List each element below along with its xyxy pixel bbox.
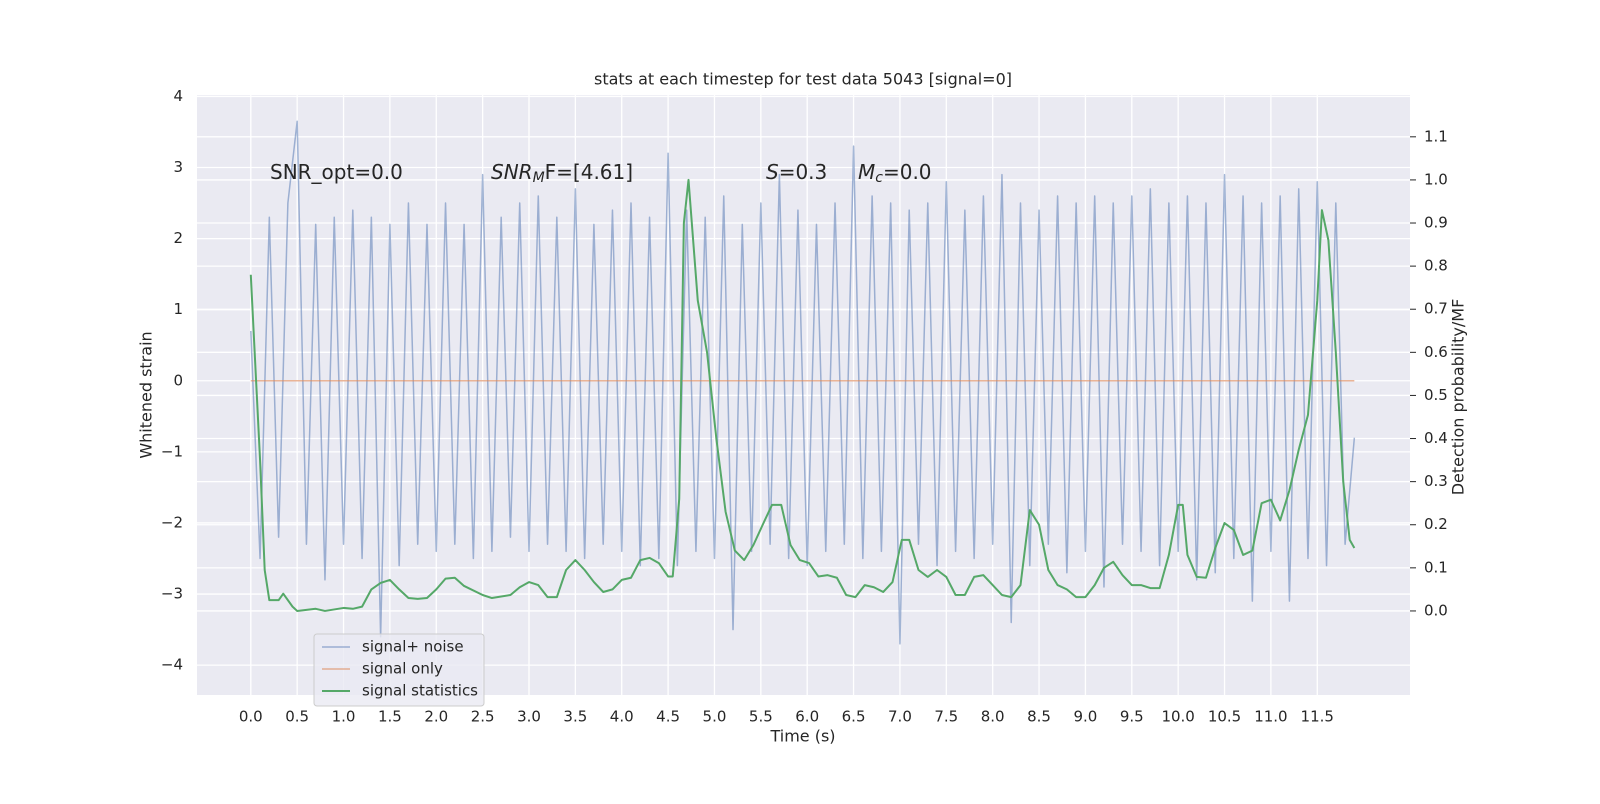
y2-tick-label: 0.4	[1424, 429, 1448, 447]
y2-tick-label: 0.3	[1424, 472, 1448, 490]
y2-tick-label: 1.1	[1424, 127, 1448, 145]
y2-tick-label: 0.2	[1424, 515, 1448, 533]
x-tick-label: 9.0	[1073, 708, 1097, 726]
annotation-symbol: M	[858, 160, 875, 184]
y2-tick-label: 0.5	[1424, 386, 1448, 404]
y2-tick-label: 0.1	[1424, 558, 1448, 576]
legend-label: signal only	[362, 660, 443, 678]
legend-box	[313, 633, 485, 707]
x-tick-label: 3.0	[517, 708, 541, 726]
y-tick-label: 3	[173, 158, 183, 176]
labels: 0.0 0.5 1.0 1.5 2.0 2.5 3.0 3.5 4.0 4.5 5.0 5.5 6.0 6…	[161, 87, 1448, 726]
x-tick-label: 8.5	[1027, 708, 1051, 726]
y-tick-label: −2	[161, 513, 183, 531]
y-tick-label: −4	[161, 656, 183, 674]
x-tick-label: 1.0	[332, 708, 356, 726]
y-tick-label: 0	[173, 371, 183, 389]
y2-tick-label: 0.7	[1424, 300, 1448, 318]
y2-axis-label: Detection probability/MF	[1449, 299, 1468, 496]
marks	[249, 120, 1356, 645]
x-tick-label: 2.5	[471, 708, 495, 726]
x-tick-label: 2.0	[424, 708, 448, 726]
x-tick-label: 4.0	[610, 708, 634, 726]
x-tick-label: 8.0	[981, 708, 1005, 726]
x-tick-label: 0.0	[239, 708, 263, 726]
annotation-text: SNR_opt=0.0	[270, 160, 403, 184]
legend: signal+ noise signal only signal statistic…	[313, 633, 485, 707]
x-axis-label: Time (s)	[769, 727, 835, 746]
annotation-text: F=[4.61]	[545, 160, 633, 184]
legend-label: signal statistics	[362, 682, 478, 700]
x-tick-label: 10.5	[1208, 708, 1241, 726]
x-tick-label: 3.5	[563, 708, 587, 726]
annotation: SNRMF=[4.61]	[491, 160, 633, 187]
annotation-text: =0.3	[779, 160, 828, 184]
annotation: S=0.3	[766, 160, 827, 184]
x-tick-label: 0.5	[285, 708, 309, 726]
legend-label: signal+ noise	[362, 638, 464, 656]
y-tick-label: 1	[173, 300, 183, 318]
y2-tick-label: 0.0	[1424, 601, 1448, 619]
x-tick-label: 11.5	[1301, 708, 1334, 726]
series-line	[250, 120, 1356, 645]
x-tick-label: 7.0	[888, 708, 912, 726]
y2-tick-label: 0.9	[1424, 214, 1448, 232]
x-tick-label: 7.5	[934, 708, 958, 726]
x-tick-label: 4.5	[656, 708, 680, 726]
x-tick-label: 5.0	[703, 708, 727, 726]
y-tick-label: 2	[173, 229, 183, 247]
chart-title: stats at each timestep for test data 504…	[594, 70, 1012, 89]
y-tick-label: −3	[161, 585, 183, 603]
x-tick-label: 1.5	[378, 708, 402, 726]
y-tick-label: 4	[173, 87, 183, 105]
annotation: Mc=0.0	[858, 160, 932, 187]
y-tick-label: −1	[161, 442, 183, 460]
series-line	[249, 178, 1356, 612]
annotation-symbol: S	[766, 160, 779, 184]
y2-tick-label: 1.0	[1424, 170, 1448, 188]
x-tick-label: 5.5	[749, 708, 773, 726]
annotation: SNR_opt=0.0	[270, 160, 403, 184]
annotation-text: =0.0	[883, 160, 932, 184]
x-tick-label: 9.5	[1120, 708, 1144, 726]
x-tick-label: 10.0	[1161, 708, 1194, 726]
x-tick-label: 6.5	[842, 708, 866, 726]
x-tick-label: 11.0	[1254, 708, 1287, 726]
y-axis-label: Whitened strain	[137, 331, 156, 458]
annotation-subscript: c	[875, 170, 883, 186]
y2-tick-label: 0.6	[1424, 343, 1448, 361]
annotation-symbol: SNR	[491, 160, 533, 184]
annotation-subscript: M	[533, 170, 545, 186]
y2-tick-label: 0.8	[1424, 257, 1448, 275]
x-tick-label: 6.0	[795, 708, 819, 726]
